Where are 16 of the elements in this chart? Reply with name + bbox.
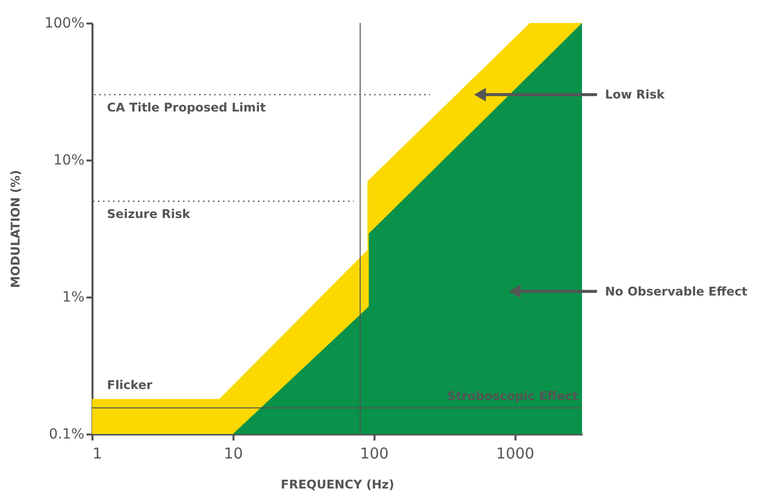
series-label: CA Title Proposed Limit (107, 100, 266, 115)
x-axis-title: FREQUENCY (Hz) (280, 478, 394, 492)
x-tick-label: 1 (92, 444, 102, 462)
y-tick-label: 1% (62, 290, 84, 306)
annotation: Low Risk (605, 88, 666, 102)
annotation: No Observable Effect (605, 284, 748, 298)
y-tick-label: 0.1% (48, 426, 84, 442)
ref-line-label: Stroboscopic Effect (447, 388, 578, 403)
annotation: Flicker (107, 378, 152, 392)
x-tick-label: 100 (360, 444, 389, 462)
y-axis-title: MODULATION (%) (8, 170, 22, 288)
x-tick-label: 10 (224, 444, 243, 462)
x-tick-label: 1000 (496, 444, 534, 462)
y-tick-label: 10% (53, 152, 84, 168)
y-tick-label: 100% (44, 16, 84, 32)
series-label: Seizure Risk (107, 207, 192, 222)
